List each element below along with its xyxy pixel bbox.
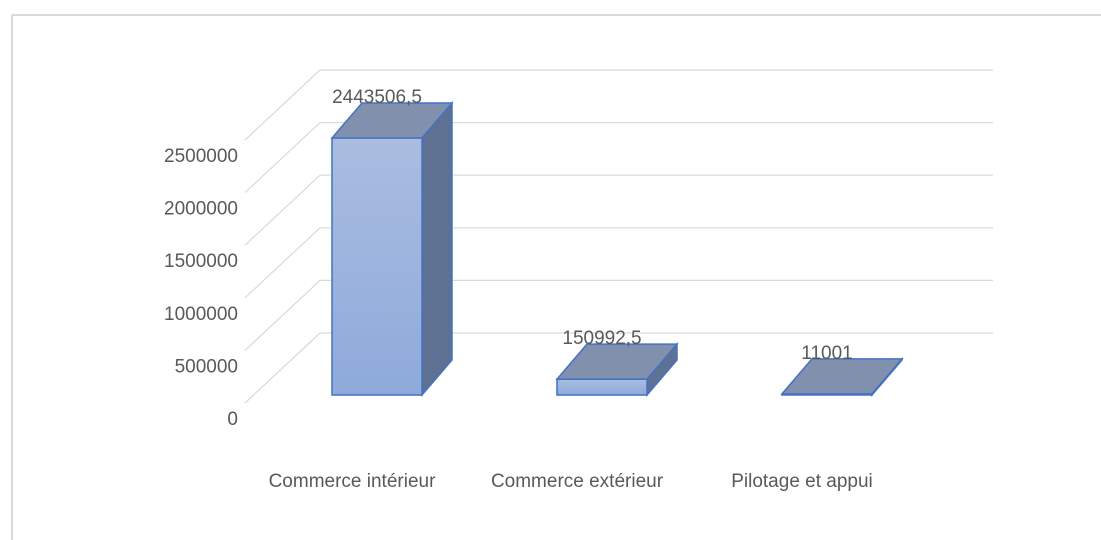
bar-side bbox=[421, 100, 453, 398]
grid-line bbox=[244, 279, 993, 351]
grid: 0 500000 1000000 1500000 2000000 2500000 bbox=[164, 69, 993, 430]
x-tick-label: Pilotage et appui bbox=[731, 471, 873, 492]
grid-line bbox=[244, 332, 993, 404]
data-label: 2443506,5 bbox=[332, 87, 422, 108]
bar bbox=[780, 356, 904, 398]
data-label: 150992,5 bbox=[562, 328, 641, 349]
x-tick-label: Commerce extérieur bbox=[491, 471, 664, 492]
y-tick-label: 0 bbox=[227, 409, 238, 430]
bar-front bbox=[556, 378, 648, 396]
bar-top bbox=[555, 343, 679, 380]
grid-line bbox=[244, 121, 993, 194]
bar-top bbox=[780, 358, 904, 395]
bars: 2443506,5 Commerce intérieur 150992,5 Comme… bbox=[269, 87, 904, 492]
y-tick-label: 2000000 bbox=[164, 199, 238, 220]
x-tick-label: Commerce intérieur bbox=[269, 471, 436, 492]
y-tick-label: 2500000 bbox=[164, 146, 238, 167]
bar bbox=[555, 342, 679, 398]
grid-line bbox=[244, 227, 993, 299]
bar-front bbox=[331, 137, 423, 396]
bar bbox=[330, 100, 454, 398]
y-tick-label: 1000000 bbox=[164, 304, 238, 325]
grid-line bbox=[244, 69, 993, 141]
y-tick-label: 1500000 bbox=[164, 251, 238, 272]
bar-top bbox=[330, 102, 454, 139]
y-tick-label: 500000 bbox=[175, 356, 238, 377]
data-label: 11001 bbox=[801, 343, 852, 364]
grid-line bbox=[244, 174, 993, 246]
